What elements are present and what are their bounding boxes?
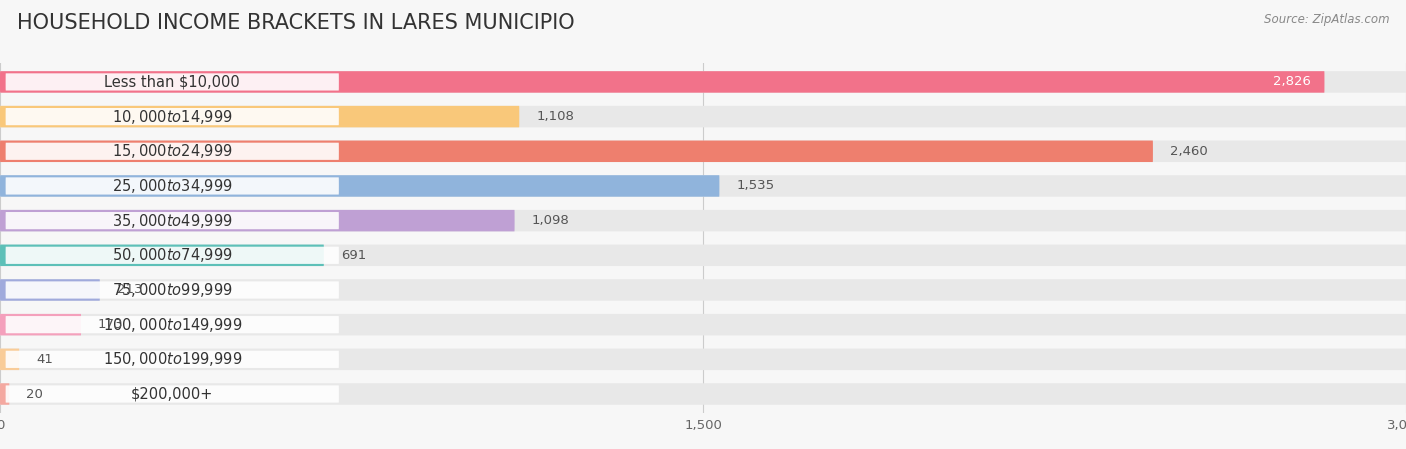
FancyBboxPatch shape	[0, 210, 515, 231]
FancyBboxPatch shape	[6, 108, 339, 125]
Text: 691: 691	[340, 249, 366, 262]
Text: 2,826: 2,826	[1272, 75, 1310, 88]
FancyBboxPatch shape	[0, 279, 1406, 301]
FancyBboxPatch shape	[6, 351, 339, 368]
Text: Less than $10,000: Less than $10,000	[104, 75, 240, 89]
FancyBboxPatch shape	[0, 279, 100, 301]
Text: 1,108: 1,108	[536, 110, 574, 123]
Text: Source: ZipAtlas.com: Source: ZipAtlas.com	[1264, 13, 1389, 26]
FancyBboxPatch shape	[0, 314, 82, 335]
FancyBboxPatch shape	[0, 348, 1406, 370]
Text: $150,000 to $199,999: $150,000 to $199,999	[103, 350, 242, 368]
FancyBboxPatch shape	[0, 348, 20, 370]
FancyBboxPatch shape	[6, 212, 339, 229]
Text: 2,460: 2,460	[1170, 145, 1208, 158]
Text: $50,000 to $74,999: $50,000 to $74,999	[112, 247, 232, 264]
FancyBboxPatch shape	[0, 106, 519, 128]
FancyBboxPatch shape	[6, 385, 339, 403]
FancyBboxPatch shape	[0, 383, 1406, 405]
Text: 20: 20	[27, 387, 44, 401]
Text: $15,000 to $24,999: $15,000 to $24,999	[112, 142, 232, 160]
FancyBboxPatch shape	[6, 73, 339, 91]
Text: $75,000 to $99,999: $75,000 to $99,999	[112, 281, 232, 299]
FancyBboxPatch shape	[0, 383, 10, 405]
FancyBboxPatch shape	[6, 143, 339, 160]
FancyBboxPatch shape	[0, 141, 1406, 162]
FancyBboxPatch shape	[0, 71, 1324, 92]
Text: 173: 173	[98, 318, 124, 331]
Text: $10,000 to $14,999: $10,000 to $14,999	[112, 108, 232, 126]
Text: $35,000 to $49,999: $35,000 to $49,999	[112, 211, 232, 229]
FancyBboxPatch shape	[6, 282, 339, 299]
FancyBboxPatch shape	[0, 245, 323, 266]
Text: $25,000 to $34,999: $25,000 to $34,999	[112, 177, 232, 195]
FancyBboxPatch shape	[6, 316, 339, 333]
Text: $200,000+: $200,000+	[131, 387, 214, 401]
FancyBboxPatch shape	[0, 314, 1406, 335]
FancyBboxPatch shape	[6, 247, 339, 264]
FancyBboxPatch shape	[0, 210, 1406, 231]
FancyBboxPatch shape	[0, 71, 1406, 92]
FancyBboxPatch shape	[0, 141, 1153, 162]
Text: 1,535: 1,535	[737, 180, 775, 193]
Text: 41: 41	[37, 353, 53, 366]
FancyBboxPatch shape	[0, 245, 1406, 266]
FancyBboxPatch shape	[6, 177, 339, 194]
Text: 1,098: 1,098	[531, 214, 569, 227]
FancyBboxPatch shape	[0, 106, 1406, 128]
Text: $100,000 to $149,999: $100,000 to $149,999	[103, 316, 242, 334]
FancyBboxPatch shape	[0, 175, 1406, 197]
FancyBboxPatch shape	[0, 175, 720, 197]
Text: HOUSEHOLD INCOME BRACKETS IN LARES MUNICIPIO: HOUSEHOLD INCOME BRACKETS IN LARES MUNIC…	[17, 13, 575, 34]
Text: 213: 213	[117, 283, 142, 296]
